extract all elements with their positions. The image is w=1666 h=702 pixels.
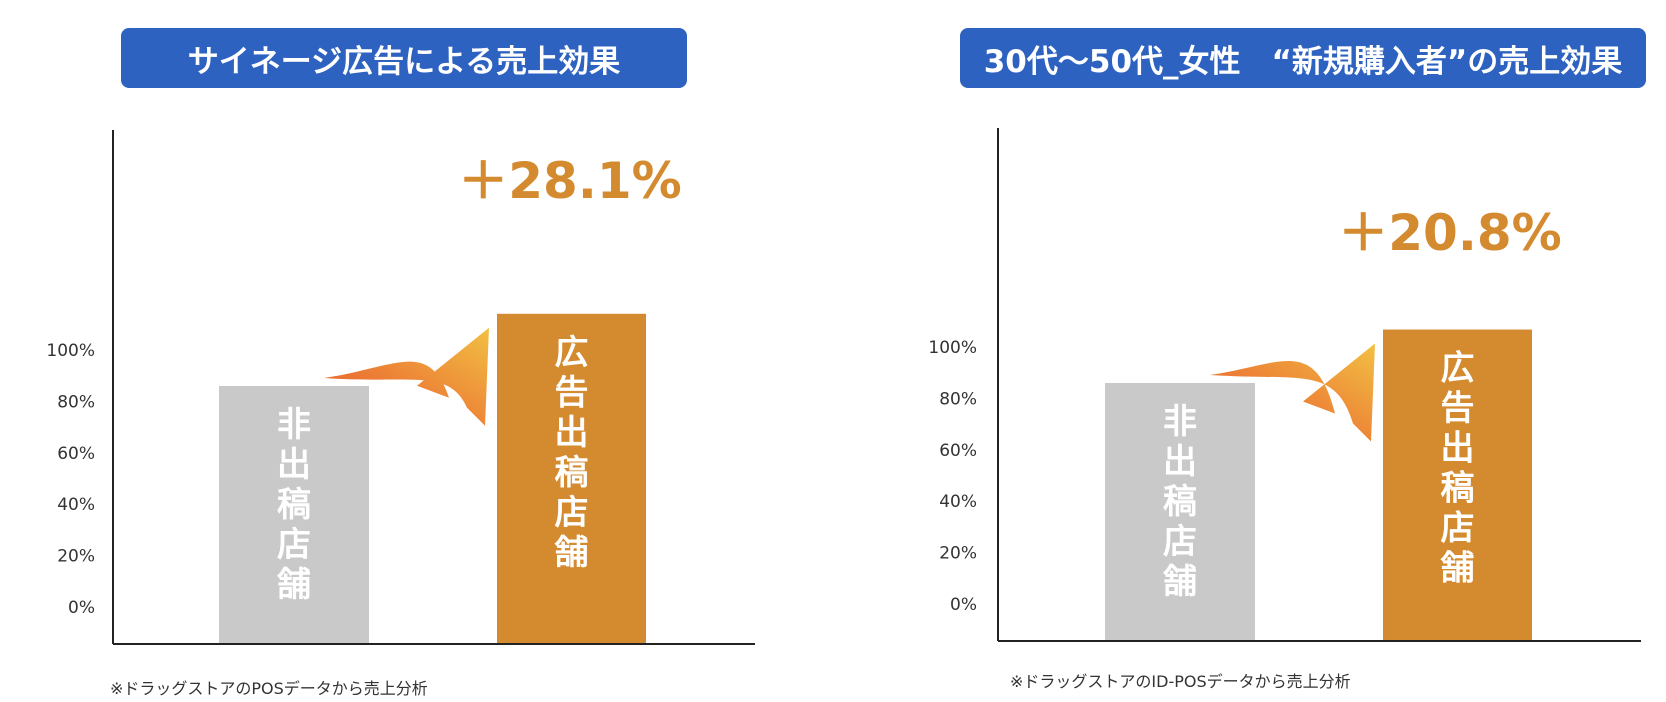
y-tick-label: 0% [950,595,977,615]
source-note: ※ドラッグストアのID-POSデータから売上分析 [1010,672,1351,691]
bar-category-label: 非出稿店舗 [1162,402,1197,602]
curved-up-arrow-icon [1210,343,1375,442]
chart-title: サイネージ広告による売上効果 [121,28,687,88]
y-tick-label: 100% [928,338,977,358]
y-tick-label: 60% [939,441,977,461]
bar-non-ad-stores [219,386,369,643]
bar-category-label: 広告出稿店舗 [554,333,589,573]
y-tick-label: 40% [57,495,95,515]
y-tick-label: 20% [57,547,95,567]
y-tick-label: 60% [57,444,95,464]
chart-title: 30代〜50代_女性 “新規購入者”の売上効果 [960,28,1646,88]
bar-category-label: 非出稿店舗 [276,405,311,605]
y-tick-label: 20% [939,544,977,564]
increase-percentage-label: ＋20.8% [1338,204,1561,262]
y-tick-label: 40% [939,492,977,512]
chart-panel-left: サイネージ広告による売上効果 0% 20% 40% 60% 80% 100% 非出稿店舗 広告… [0,0,820,702]
bar-chart-right: 0% 20% 40% 60% 80% 100% 非出稿店舗 広告出稿店舗 ＋20.8% [928,128,1641,642]
bar-ad-stores [497,313,646,643]
curved-up-arrow-icon [324,327,489,426]
increase-percentage-label: ＋28.1% [458,152,681,210]
y-tick-label: 100% [46,341,95,361]
bar-chart-left: 0% 20% 40% 60% 80% 100% 非出稿店舗 広告出稿店舗 ＋28.1% [46,130,755,645]
bar-category-label: 広告出稿店舗 [1440,349,1475,589]
bar-ad-stores [1383,329,1532,640]
source-note: ※ドラッグストアのPOSデータから売上分析 [110,679,428,698]
y-tick-label: 0% [68,598,95,618]
y-tick-label: 80% [57,392,95,412]
chart-panel-right: 30代〜50代_女性 “新規購入者”の売上効果 0% 20% 40% 60% 80% 10… [880,0,1666,702]
bar-non-ad-stores [1105,383,1255,640]
y-tick-label: 80% [939,389,977,409]
